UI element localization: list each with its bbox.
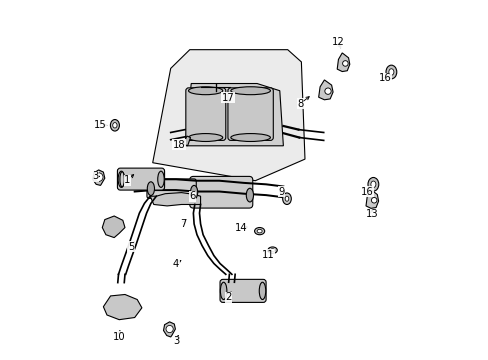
Text: 6: 6 [189, 191, 195, 201]
Circle shape [371, 198, 376, 203]
Polygon shape [163, 322, 175, 337]
Ellipse shape [230, 134, 270, 141]
Text: 13: 13 [365, 209, 378, 219]
Ellipse shape [147, 182, 154, 195]
Text: 17: 17 [222, 93, 234, 103]
Ellipse shape [285, 196, 288, 201]
FancyBboxPatch shape [189, 176, 252, 208]
Ellipse shape [188, 134, 222, 141]
Polygon shape [102, 216, 125, 238]
FancyBboxPatch shape [146, 179, 196, 198]
Circle shape [324, 88, 330, 94]
FancyBboxPatch shape [185, 88, 225, 140]
Polygon shape [365, 190, 378, 208]
Ellipse shape [230, 87, 270, 95]
Text: 1: 1 [124, 175, 130, 185]
Polygon shape [92, 170, 104, 185]
Polygon shape [185, 84, 283, 146]
FancyBboxPatch shape [117, 168, 164, 190]
Text: 2: 2 [224, 292, 231, 302]
Ellipse shape [158, 171, 164, 187]
Ellipse shape [113, 122, 117, 128]
Polygon shape [318, 80, 332, 100]
Ellipse shape [259, 282, 265, 300]
Ellipse shape [118, 171, 124, 187]
Ellipse shape [254, 228, 264, 235]
Circle shape [94, 173, 103, 181]
Text: 5: 5 [128, 242, 134, 252]
Text: 16: 16 [361, 186, 373, 197]
Ellipse shape [110, 120, 119, 131]
Circle shape [166, 325, 173, 333]
Text: 10: 10 [113, 332, 125, 342]
Polygon shape [150, 193, 200, 206]
FancyBboxPatch shape [220, 279, 265, 302]
Ellipse shape [220, 282, 226, 300]
Text: 18: 18 [172, 140, 185, 150]
Text: 7: 7 [180, 219, 186, 229]
Text: 15: 15 [94, 120, 107, 130]
Ellipse shape [388, 69, 393, 75]
Text: 8: 8 [297, 99, 303, 109]
Ellipse shape [246, 188, 253, 202]
Text: 3: 3 [173, 336, 179, 346]
Text: 4: 4 [173, 258, 179, 269]
Text: 9: 9 [278, 186, 284, 197]
FancyBboxPatch shape [227, 88, 273, 140]
Polygon shape [103, 294, 142, 320]
Ellipse shape [367, 177, 378, 191]
Ellipse shape [267, 247, 277, 253]
Ellipse shape [257, 229, 262, 233]
Text: 3: 3 [92, 171, 98, 181]
Polygon shape [183, 136, 190, 146]
Ellipse shape [282, 193, 291, 204]
Ellipse shape [190, 185, 197, 199]
Circle shape [342, 61, 347, 66]
Text: 14: 14 [234, 222, 247, 233]
Polygon shape [152, 50, 305, 181]
Text: 12: 12 [331, 37, 344, 48]
Text: 16: 16 [379, 73, 391, 84]
Ellipse shape [385, 65, 396, 79]
Ellipse shape [270, 249, 274, 252]
Ellipse shape [120, 172, 124, 187]
Ellipse shape [370, 181, 375, 188]
Text: 11: 11 [261, 250, 274, 260]
Ellipse shape [188, 87, 222, 95]
Polygon shape [337, 53, 349, 72]
